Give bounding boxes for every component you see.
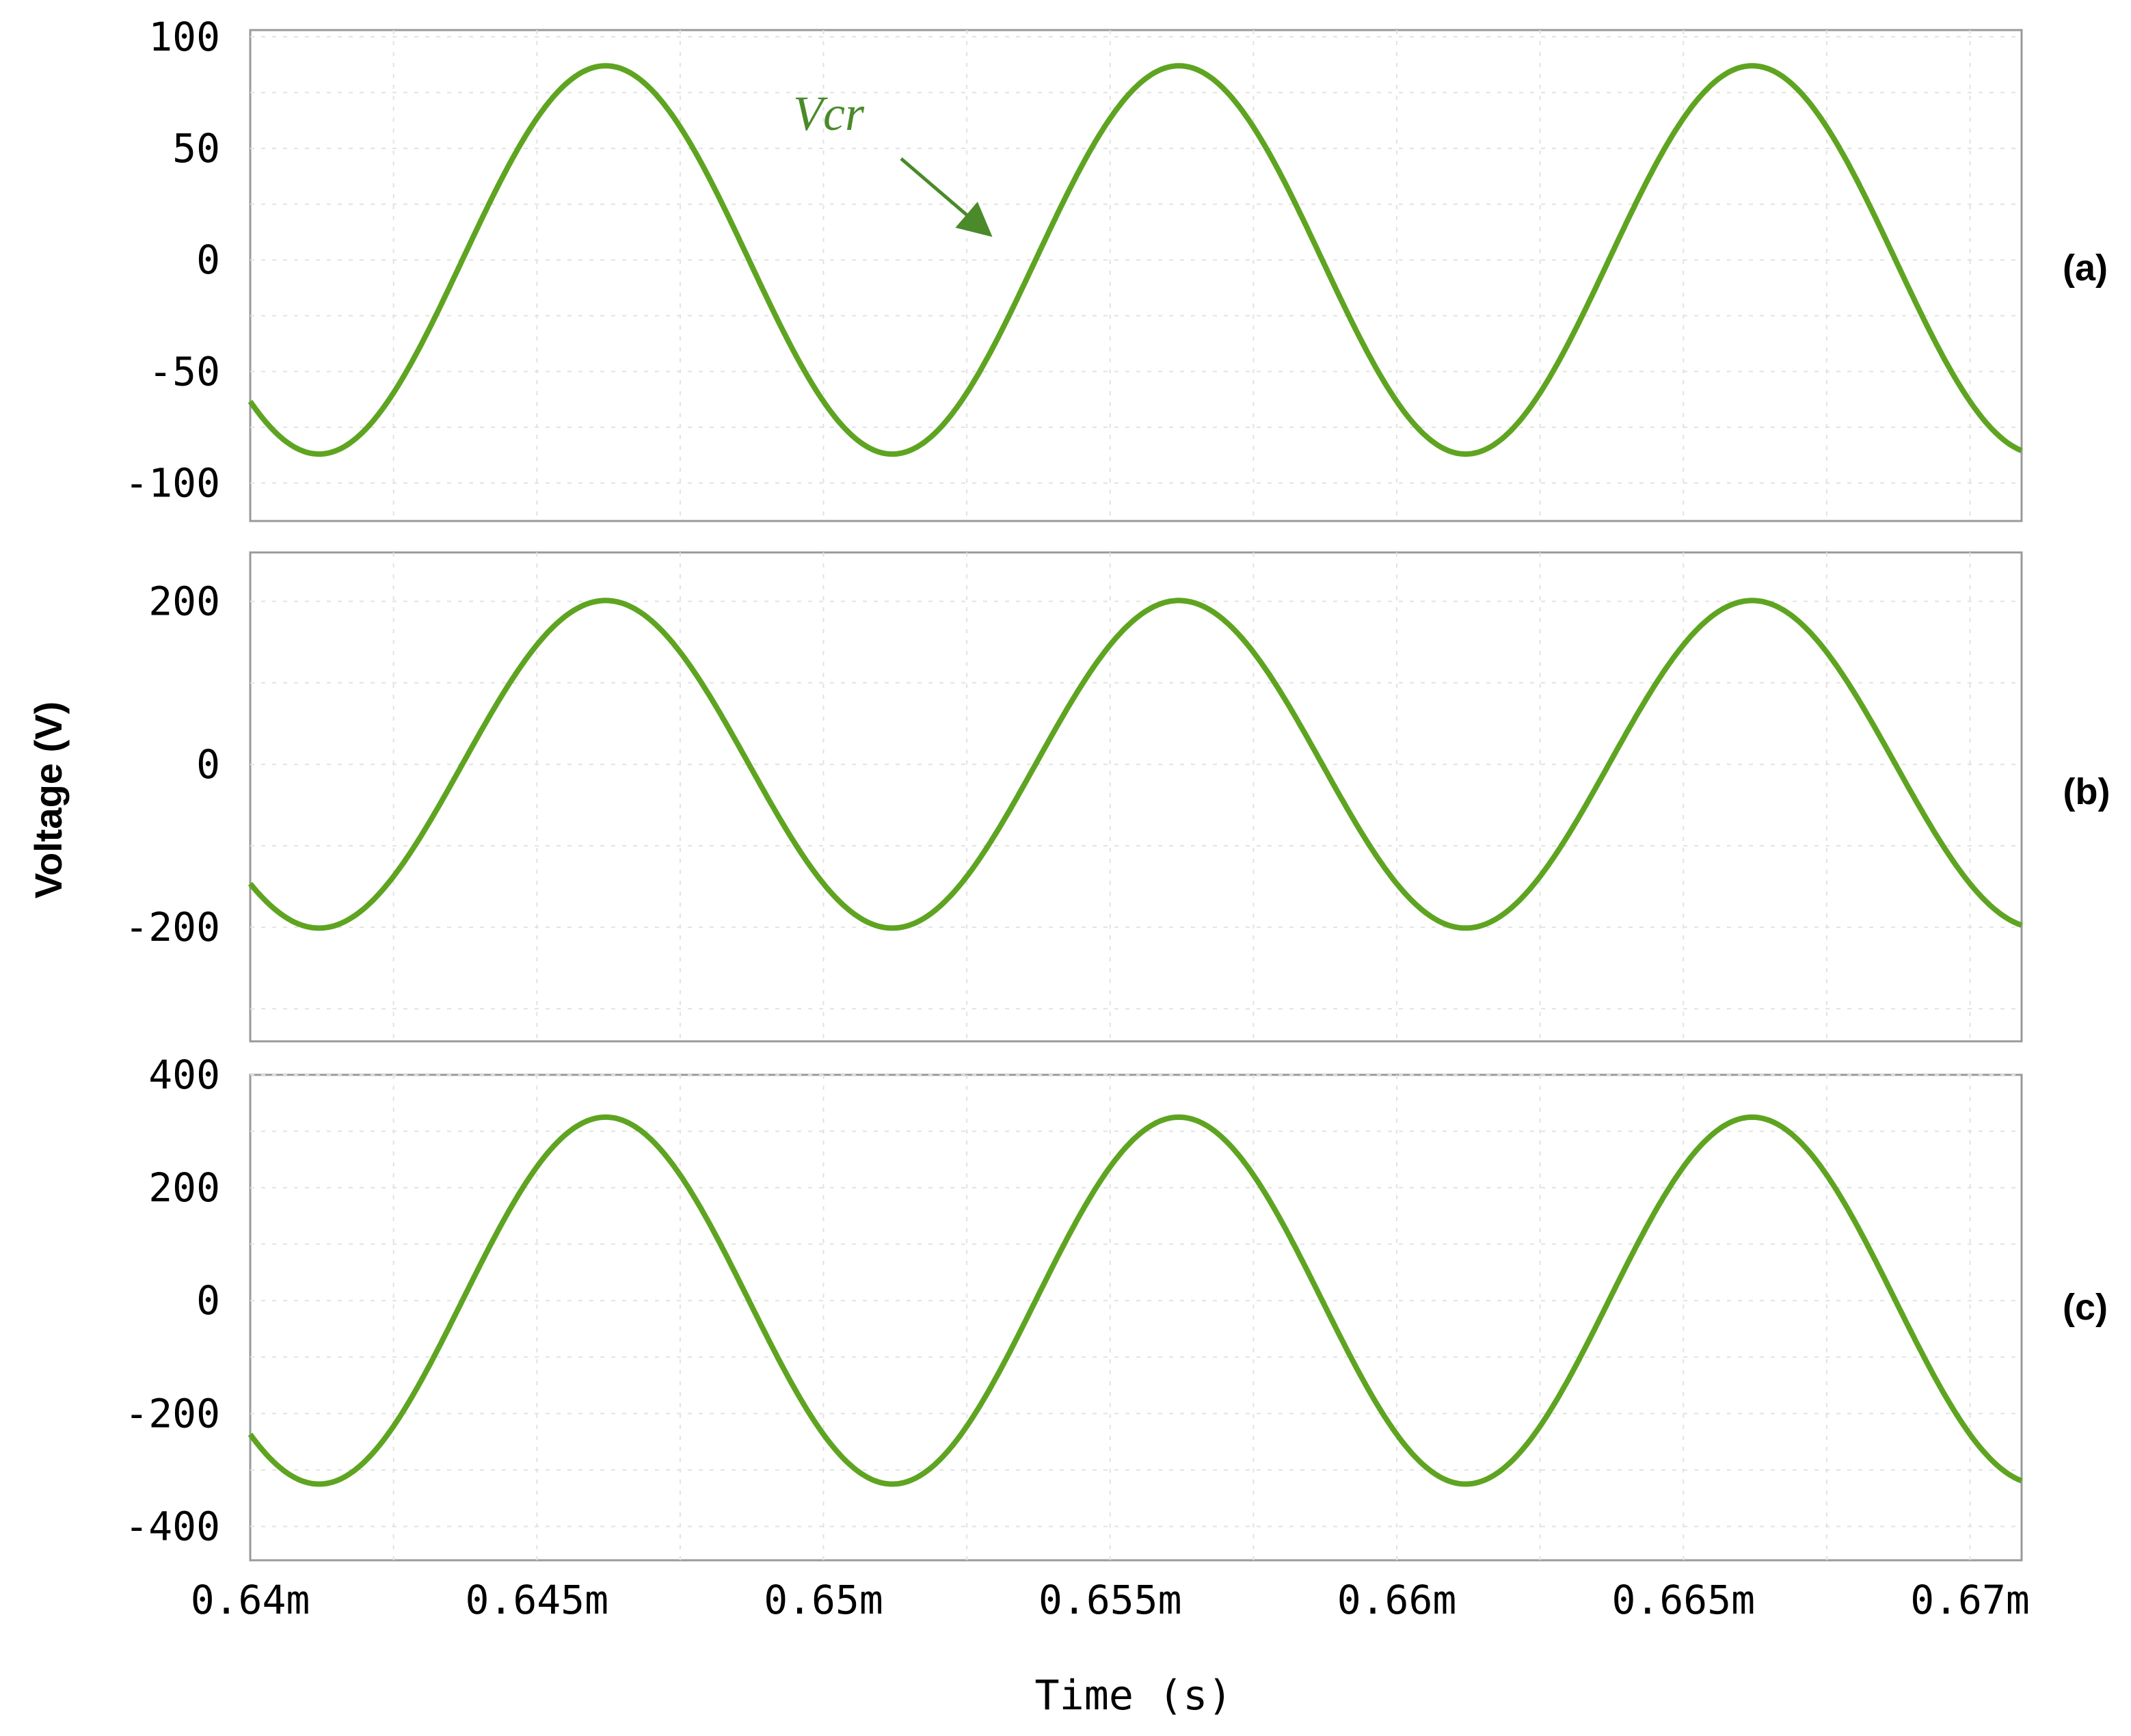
panel-b: 200 0 -200 (b) bbox=[124, 551, 2110, 1043]
y-tick-label: 200 bbox=[148, 578, 220, 625]
x-axis-label: Time (s) bbox=[1035, 1672, 1233, 1720]
y-tick-label: 200 bbox=[148, 1164, 220, 1211]
x-tick-label: 0.64m bbox=[191, 1577, 310, 1623]
panel-a-yticks: 100 50 0 -50 -100 bbox=[124, 14, 220, 507]
y-tick-label: 50 bbox=[172, 125, 220, 172]
y-tick-label: -100 bbox=[124, 460, 220, 507]
y-tick-label: 0 bbox=[196, 741, 220, 788]
panel-c-yticks: 400 200 0 -200 -400 bbox=[124, 1052, 220, 1549]
panel-c-grid bbox=[250, 1074, 2022, 1560]
y-tick-label: -200 bbox=[124, 1390, 220, 1437]
y-tick-label: 0 bbox=[196, 237, 220, 283]
x-axis-ticks: 0.64m 0.645m 0.65m 0.655m 0.66m 0.665m 0.67m bbox=[191, 1577, 2030, 1623]
x-tick-label: 0.645m bbox=[465, 1577, 608, 1623]
x-tick-label: 0.65m bbox=[764, 1577, 883, 1623]
y-tick-label: -400 bbox=[124, 1503, 220, 1549]
x-tick-label: 0.655m bbox=[1038, 1577, 1182, 1623]
y-tick-label: -50 bbox=[148, 348, 220, 395]
y-tick-label: 400 bbox=[148, 1052, 220, 1098]
panel-b-frame bbox=[249, 551, 2023, 1043]
panel-a: 100 50 0 -50 -100 (a) Vcr bbox=[124, 14, 2108, 522]
y-tick-label: 100 bbox=[148, 14, 220, 60]
panel-b-label: (b) bbox=[2063, 771, 2110, 812]
panel-a-frame bbox=[249, 29, 2023, 522]
vcr-annotation-arrow bbox=[900, 157, 993, 237]
x-tick-label: 0.67m bbox=[1910, 1577, 2030, 1623]
y-axis-label: Voltage (V) bbox=[27, 702, 70, 898]
panel-b-yticks: 200 0 -200 bbox=[124, 578, 220, 951]
panel-a-label: (a) bbox=[2063, 248, 2108, 289]
panel-b-grid bbox=[250, 552, 2022, 1041]
panel-b-series-line bbox=[247, 598, 2023, 931]
panel-c: 400 200 0 -200 -400 (c) bbox=[124, 1052, 2108, 1562]
vcr-annotation: Vcr bbox=[793, 86, 865, 141]
panel-c-label: (c) bbox=[2063, 1287, 2108, 1328]
x-tick-label: 0.665m bbox=[1612, 1577, 1756, 1623]
panel-c-frame bbox=[249, 1073, 2023, 1562]
panel-a-grid bbox=[250, 30, 2022, 521]
y-tick-label: 0 bbox=[196, 1277, 220, 1324]
x-tick-label: 0.66m bbox=[1337, 1577, 1457, 1623]
panel-c-series-line bbox=[247, 1114, 2023, 1487]
y-tick-label: -200 bbox=[124, 904, 220, 950]
panel-a-series-line bbox=[247, 63, 2023, 457]
